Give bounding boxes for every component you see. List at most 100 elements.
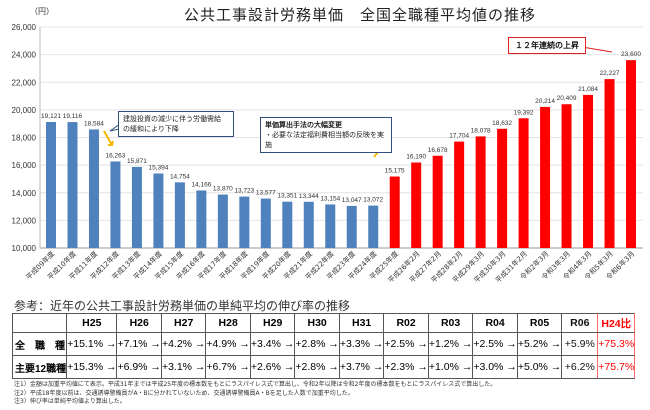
- table-cell: +75.3%: [597, 332, 636, 356]
- bar-value-label: 21,084: [578, 86, 598, 93]
- table-cell: +5.0% →: [516, 355, 563, 379]
- table-cell: +2.5% →: [383, 332, 429, 356]
- table-cell: +3.4% →: [249, 332, 296, 356]
- bar-value-label: 16,678: [428, 147, 448, 154]
- row-header: 主要12職種: [11, 355, 68, 379]
- bar: [561, 104, 572, 249]
- bar-value-label: 17,704: [449, 133, 469, 140]
- col-header: H29: [249, 313, 296, 333]
- header-corner: [11, 313, 68, 333]
- bar-value-label: 15,175: [385, 168, 405, 175]
- chart-title: 公共工事設計労務単価 全国全職種平均値の推移: [183, 6, 536, 24]
- bar: [46, 122, 56, 248]
- footnotes: 注1）金額は加重平均値にて表示。平成31年までは平成25年度の標本数をもとにラス…: [14, 381, 496, 407]
- callout-method-body: ・必要な法定福利費相当額の反映を実施: [265, 131, 384, 149]
- bar: [411, 162, 422, 248]
- table-row: 主要12職種 +15.3% → +6.9% → +3.1% → +6.7% → …: [11, 355, 636, 379]
- table-cell: +3.3% →: [338, 332, 385, 356]
- bar-value-label: 18,632: [492, 120, 512, 127]
- y-tick-label: 12,000: [12, 216, 37, 225]
- bar: [131, 166, 142, 248]
- col-header: H25: [66, 313, 118, 333]
- bar-value-label: 20,214: [535, 98, 555, 105]
- col-header: H26: [116, 313, 162, 333]
- table-cell: +3.1% →: [160, 355, 207, 379]
- table-cell: +3.0% →: [472, 355, 518, 379]
- bar: [604, 79, 615, 248]
- col-header: R05: [516, 313, 563, 333]
- bar: [282, 201, 293, 248]
- table-cell: +2.3% →: [383, 355, 429, 379]
- bar: [196, 190, 207, 248]
- callout-decline: 建設投資の減少に伴う労働需給 の緩和により下降: [118, 111, 234, 137]
- callout-method-title: 単価算出手法の大幅変更: [265, 121, 342, 129]
- y-tick-label: 10,000: [12, 244, 37, 253]
- table-row: 全 職 種 +15.1% → +7.1% → +4.2% → +4.9% → +…: [11, 332, 636, 356]
- footnote: 注3）伸び率は単純平均値より算出した。: [14, 398, 126, 406]
- footnote: 注2）平成18年度以前は、交通誘導警備員がA・Bに分かれていないため、交通誘導警…: [14, 389, 354, 397]
- bar-value-label: 13,351: [277, 193, 297, 200]
- bar-value-label: 20,409: [557, 95, 577, 102]
- callout-rise: １２年連続の上昇: [508, 37, 586, 54]
- bar: [239, 196, 250, 248]
- table-cell: +6.7% →: [205, 355, 251, 379]
- table-caption: 参考：近年の公共工事設計労務単価の単純平均の伸び率の推移: [14, 299, 351, 313]
- bar-value-label: 18,584: [84, 120, 104, 127]
- bar: [475, 136, 486, 248]
- bar: [260, 198, 271, 248]
- table-cell: +2.5% →: [472, 332, 518, 356]
- y-tick-label: 18,000: [12, 134, 37, 143]
- table-cell: +7.1% →: [116, 332, 162, 356]
- bar-value-label: 15,394: [148, 164, 168, 171]
- bar: [626, 60, 636, 249]
- footnote: 注1）金額は加重平均値にて表示。平成31年までは平成25年度の標本数をもとにラス…: [14, 381, 497, 388]
- col-header: H24比: [597, 313, 636, 333]
- bar-value-label: 16,263: [105, 152, 125, 159]
- bar: [174, 182, 185, 248]
- table-header-row: H25 H26 H27 H28 H29 H30 H31 R02 R03 R04 …: [11, 313, 636, 333]
- y-tick-label: 14,000: [12, 189, 37, 198]
- bar: [303, 201, 314, 248]
- bar: [497, 128, 508, 248]
- y-tick-label: 20,000: [12, 106, 37, 115]
- table-cell: +4.2% →: [160, 332, 207, 356]
- bar-value-label: 13,344: [299, 193, 319, 200]
- bar-value-label: 19,392: [514, 109, 534, 116]
- y-tick-label: 16,000: [12, 161, 37, 170]
- table-cell: +75.7%: [597, 355, 636, 379]
- table-cell: +4.9% →: [205, 332, 251, 356]
- bar-value-label: 13,577: [256, 190, 276, 197]
- bar-chart: 10,000 12,000 14,000 16,000 18,000 20,000 22,0…: [12, 23, 643, 285]
- table-cell: +5.9%: [561, 332, 599, 356]
- col-header: R06: [561, 313, 599, 333]
- bar-value-label: 18,078: [471, 127, 491, 134]
- col-header: R02: [383, 313, 429, 333]
- bar-value-label: 16,190: [406, 154, 426, 161]
- table-cell: +5.2% →: [516, 332, 563, 356]
- bar: [325, 204, 336, 248]
- y-axis-unit: （円）: [30, 7, 54, 16]
- table-cell: +6.9% →: [116, 355, 162, 379]
- y-tick-label: 24,000: [12, 51, 37, 60]
- bar-value-label: 14,166: [191, 181, 211, 188]
- col-header: H31: [338, 313, 385, 333]
- bar-value-label: 13,072: [363, 197, 383, 204]
- bar-value-label: 23,600: [621, 51, 641, 58]
- bar-value-label: 14,754: [170, 173, 190, 180]
- bar-value-label: 13,154: [320, 195, 340, 202]
- callout-method-change: 単価算出手法の大幅変更 ・必要な法定福利費相当額の反映を実施: [260, 117, 392, 153]
- bar: [368, 205, 379, 248]
- bar: [88, 129, 99, 248]
- bar: [110, 161, 121, 248]
- bar: [432, 155, 443, 248]
- bar: [153, 173, 164, 248]
- bar-value-label: 13,047: [342, 197, 362, 204]
- callout-decline-line1: 建設投資の減少に伴う労働需給: [123, 115, 221, 123]
- col-header: H30: [294, 313, 340, 333]
- col-header: R03: [427, 313, 474, 333]
- y-tick-label: 26,000: [12, 23, 37, 32]
- table-cell: +1.2% →: [427, 332, 474, 356]
- callout-pointer: [581, 46, 613, 53]
- bar: [518, 118, 529, 248]
